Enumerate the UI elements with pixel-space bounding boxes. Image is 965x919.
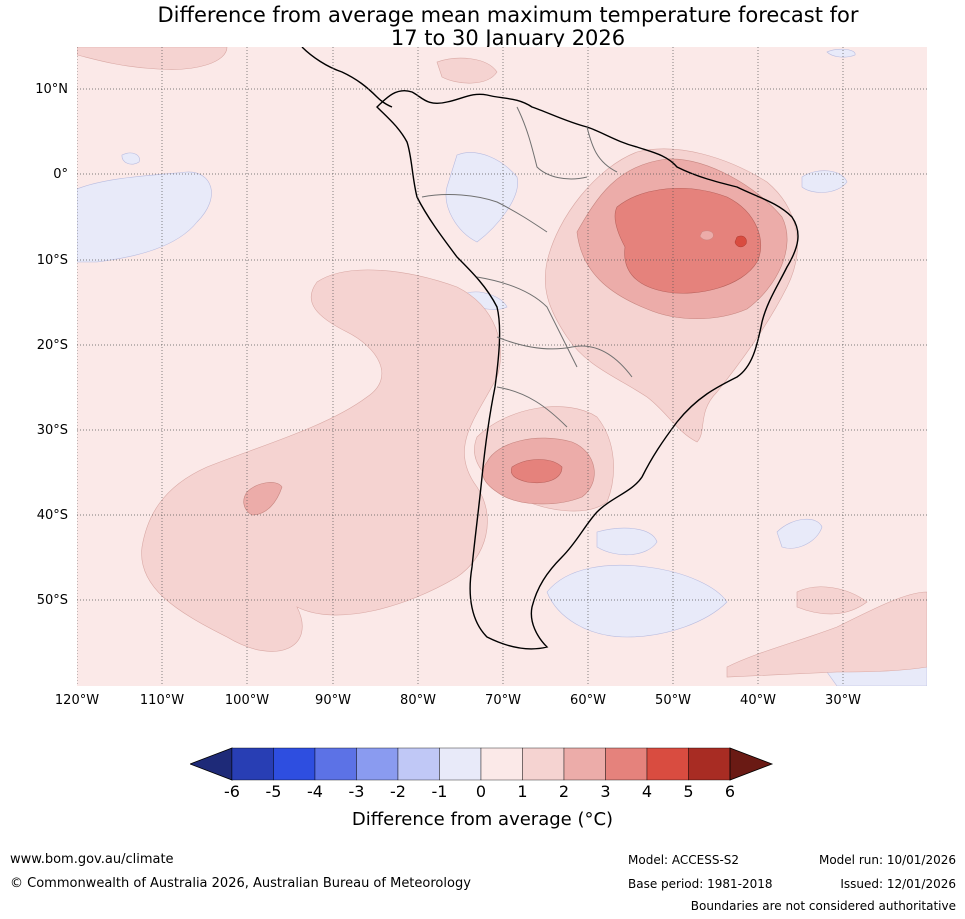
cool-area-equatorial-atlantic xyxy=(801,170,848,193)
colorbar-tick-label: -4 xyxy=(307,782,323,801)
colorbar-cell xyxy=(646,747,689,781)
lat-label-20s: 20°S xyxy=(36,338,68,353)
footer-model-run: Model run: 10/01/2026 xyxy=(818,853,956,867)
lat-label-10n: 10°N xyxy=(35,82,68,97)
colorbar-cell xyxy=(273,747,316,781)
lon-label-90w: 90°W xyxy=(315,693,351,708)
forecast-map xyxy=(77,47,927,686)
colorbar-tick-label: 2 xyxy=(558,782,570,801)
lon-label-80w: 80°W xyxy=(400,693,436,708)
colorbar-cell xyxy=(397,747,440,781)
colorbar-extension-high xyxy=(729,747,774,781)
colorbar-tick-label: -2 xyxy=(390,782,406,801)
colorbar-tick-label: 6 xyxy=(724,782,736,801)
cool-area-east-pacific xyxy=(77,171,212,263)
footer-base-period: Base period: 1981-2018 xyxy=(628,877,773,891)
warm-area-brazil-core xyxy=(614,188,761,294)
cool-area-mid-atlantic xyxy=(776,519,823,549)
lon-label-100w: 100°W xyxy=(224,693,270,708)
lat-label-50s: 50°S xyxy=(36,593,68,608)
warm-area-south-atlantic-2 xyxy=(796,586,868,615)
warm-anomaly-3-4 xyxy=(510,188,761,484)
cooler-spot-brazil xyxy=(699,230,714,241)
colorbar-cell xyxy=(356,747,399,781)
footer-copyright: © Commonwealth of Australia 2026, Austra… xyxy=(10,876,471,891)
colorbar-tick-label: -1 xyxy=(431,782,448,801)
lon-label-50w: 50°W xyxy=(655,693,691,708)
south-america-coastline xyxy=(376,90,799,650)
title-line-1: Difference from average mean maximum tem… xyxy=(157,3,859,27)
warm-area-caribbean xyxy=(436,57,498,84)
warm-area-pacific-south xyxy=(243,482,283,516)
warm-area-pacific-northwest xyxy=(77,47,228,70)
cool-area-small-pacific xyxy=(121,152,140,165)
colorbar-tick-label: 1 xyxy=(517,782,528,801)
warm-area-south-atlantic xyxy=(726,591,927,678)
colorbar-tick-label: 4 xyxy=(641,782,653,801)
colorbar-cell xyxy=(439,747,482,781)
colorbar-cell xyxy=(522,747,565,781)
colorbar-tick-label: -3 xyxy=(348,782,365,801)
warm-spot-northeast-brazil xyxy=(734,235,747,248)
colorbar-tick-label: 3 xyxy=(600,782,611,801)
footer-model: Model: ACCESS-S2 xyxy=(628,853,740,867)
lon-label-40w: 40°W xyxy=(740,693,776,708)
cool-area-caribbean xyxy=(826,48,856,58)
lat-label-30s: 30°S xyxy=(36,423,68,438)
colorbar-cell xyxy=(563,747,606,781)
title-line-2: 17 to 30 January 2026 xyxy=(390,26,626,50)
graticule xyxy=(77,47,927,686)
colorbar-cell xyxy=(231,747,274,781)
central-america-coastline xyxy=(301,47,393,108)
colorbar xyxy=(190,747,774,781)
lat-label-0: 0° xyxy=(53,167,68,182)
lon-label-120w: 120°W xyxy=(54,693,100,708)
map-title: Difference from average mean maximum tem… xyxy=(0,4,965,50)
lat-label-10s: 10°S xyxy=(36,253,68,268)
footer-url: www.bom.gov.au/climate xyxy=(10,852,174,867)
colorbar-cell xyxy=(605,747,648,781)
footer-issued: Issued: 12/01/2026 xyxy=(840,877,956,891)
cool-area-amazon-west xyxy=(445,152,518,243)
cool-area-south-atlantic xyxy=(546,565,728,638)
cool-area-patagonia-east xyxy=(596,527,658,556)
colorbar-extension-low xyxy=(190,747,233,781)
lat-label-40s: 40°S xyxy=(36,508,68,523)
lon-label-70w: 70°W xyxy=(485,693,521,708)
colorbar-tick-label: -5 xyxy=(265,782,282,801)
colorbar-label: Difference from average (°C) xyxy=(351,809,614,830)
warm-area-argentina-core xyxy=(510,459,563,484)
lon-label-30w: 30°W xyxy=(825,693,861,708)
warm-area-pacific-subtropical xyxy=(141,269,501,652)
colorbar-tick-label: 5 xyxy=(683,782,694,801)
lon-label-60w: 60°W xyxy=(570,693,606,708)
colorbar-tick-label: 0 xyxy=(475,782,487,801)
warm-anomaly-4-5 xyxy=(734,235,747,248)
footer-boundaries: Boundaries are not considered authoritat… xyxy=(690,899,956,913)
lon-label-110w: 110°W xyxy=(139,693,185,708)
colorbar-tick-label: -6 xyxy=(224,782,240,801)
colorbar-cell xyxy=(688,747,731,781)
colorbar-cell xyxy=(480,747,523,781)
colorbar-cell xyxy=(314,747,357,781)
colorbar-cells xyxy=(190,747,774,781)
